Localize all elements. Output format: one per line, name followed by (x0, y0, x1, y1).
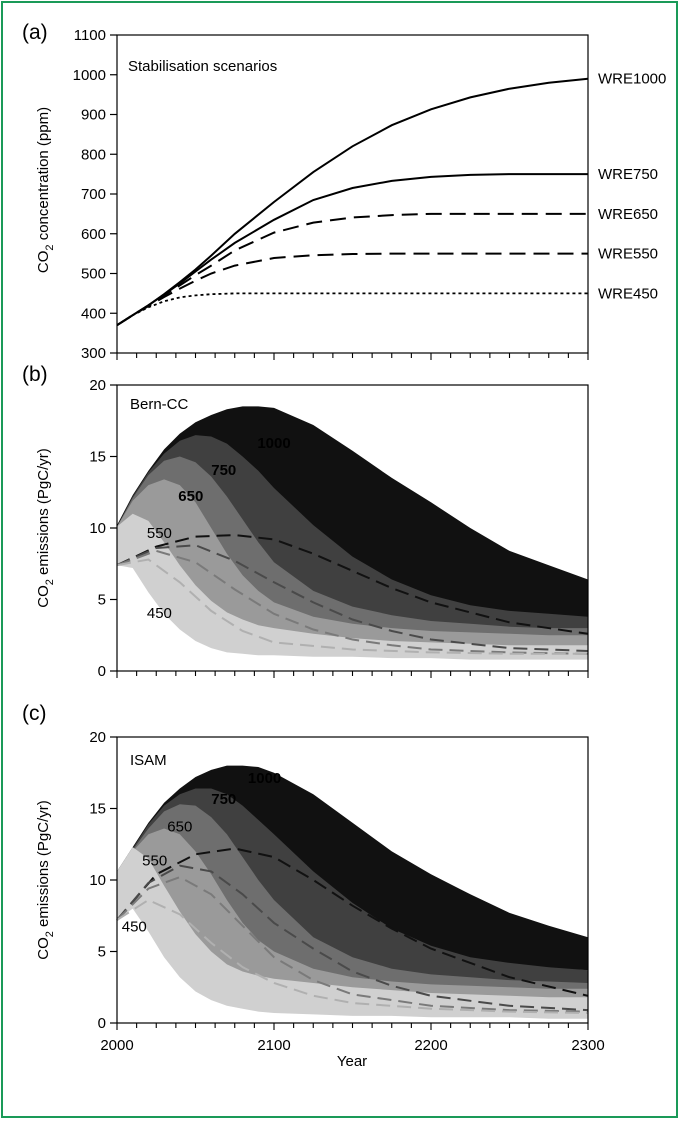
x-tick-label-2300: 2300 (571, 1037, 604, 1054)
band-label-750: 750 (211, 791, 236, 808)
band-label-650: 650 (167, 818, 192, 835)
y-tick-label: 400 (81, 305, 106, 322)
dashed-line-3 (116, 876, 589, 1013)
dashed-line-1 (116, 534, 589, 635)
y-tick-label: 0 (98, 663, 106, 680)
y-tick-label: 0 (98, 1015, 106, 1032)
panel-b: (b) CO2 emissions (PgC/yr) Bern-CC 0 5 10 1… (22, 363, 589, 680)
panel-b-title: Bern-CC (130, 396, 189, 413)
panel-c: (c) CO2 emissions (PgC/yr) ISAM 0 5 10 15 20… (22, 702, 589, 1032)
series-label-wre1000: WRE1000 (598, 71, 666, 88)
series-line-wre1000 (116, 77, 589, 327)
dashed-line-3 (116, 549, 589, 655)
panel-b-y-ticks: 0 5 10 15 20 (89, 377, 117, 680)
panel-a-x-ticks (116, 353, 589, 360)
band-750 (117, 435, 588, 649)
dashed-line-4 (116, 558, 588, 655)
series-line-wre450 (116, 292, 588, 326)
panel-a-axes-box (116, 34, 589, 354)
panel-a-series-labels: WRE1000 WRE750 WRE650 WRE550 WRE450 (598, 71, 666, 303)
y-tick-label: 1000 (73, 67, 106, 84)
panel-b-label: (b) (22, 363, 48, 386)
band-label-450: 450 (122, 918, 147, 935)
band-450 (117, 513, 588, 660)
band-label-1000: 1000 (248, 770, 281, 787)
y-tick-label: 15 (89, 449, 106, 466)
y-tick-label: 300 (81, 345, 106, 362)
y-tick-label: 10 (89, 520, 106, 537)
panel-a-title: Stabilisation scenarios (128, 58, 277, 75)
band-label-1000: 1000 (257, 435, 290, 452)
x-tick-label-2000: 2000 (100, 1037, 133, 1054)
y-tick-label: 800 (81, 146, 106, 163)
series-label-wre750: WRE750 (598, 166, 658, 183)
series-line-wre650 (116, 212, 588, 327)
y-tick-label: 5 (98, 944, 106, 961)
y-tick-label: 20 (89, 377, 106, 394)
panel-c-x-ticks (116, 1023, 589, 1030)
y-tick-label: 15 (89, 801, 106, 818)
band-550 (117, 828, 588, 1011)
y-tick-label: 500 (81, 266, 106, 283)
y-tick-label: 700 (81, 186, 106, 203)
y-tick-label: 600 (81, 226, 106, 243)
y-tick-label: 20 (89, 729, 106, 746)
dashed-line-4 (116, 898, 589, 1014)
panel-a-y-ticks: 300 400 500 600 700 800 900 1000 1100 (73, 27, 117, 362)
series-label-wre450: WRE450 (598, 285, 658, 302)
panel-c-y-ticks: 0 5 10 15 20 (89, 729, 117, 1032)
panel-c-plot (116, 765, 589, 1019)
band-label-550: 550 (147, 525, 172, 542)
y-tick-label: 5 (98, 592, 106, 609)
band-450 (117, 847, 588, 1019)
band-label-450: 450 (147, 605, 172, 622)
band-label-750: 750 (211, 462, 236, 479)
y-tick-label: 1100 (74, 27, 106, 44)
panel-a-plot (116, 77, 589, 327)
panel-c-label: (c) (22, 702, 47, 725)
panel-c-ylabel: CO2 emissions (PgC/yr) (35, 800, 56, 959)
panel-a: (a) Stabilisation scenarios CO2 concentr… (22, 21, 666, 362)
y-tick-label: 900 (81, 107, 106, 124)
panel-b-ylabel: CO2 emissions (PgC/yr) (35, 448, 56, 607)
panel-b-x-ticks (116, 671, 589, 678)
panel-c-title: ISAM (130, 752, 167, 769)
panel-a-ylabel: CO2 concentration (ppm) (35, 107, 56, 273)
dashed-line-2 (116, 864, 589, 1012)
series-line-wre550 (116, 252, 588, 327)
band-750 (117, 788, 588, 989)
dashed-line-2 (116, 544, 589, 652)
panel-b-band-labels: 1000 750 650 550 450 (147, 435, 291, 622)
band-label-650: 650 (178, 488, 203, 505)
band-label-550: 550 (142, 853, 167, 870)
panel-c-band-labels: 1000 750 650 550 450 (122, 770, 282, 936)
x-tick-label-2100: 2100 (257, 1037, 290, 1054)
band-550 (117, 479, 588, 656)
panel-b-plot (116, 406, 589, 660)
dashed-line-1 (116, 847, 589, 997)
band-650 (117, 804, 588, 1003)
series-line-wre750 (116, 173, 588, 327)
series-label-wre550: WRE550 (598, 246, 658, 263)
series-label-wre650: WRE650 (598, 206, 658, 223)
x-tick-label-2200: 2200 (414, 1037, 447, 1054)
panel-a-label: (a) (22, 21, 48, 44)
y-tick-label: 10 (89, 872, 106, 889)
x-axis-label: Year (337, 1053, 367, 1070)
